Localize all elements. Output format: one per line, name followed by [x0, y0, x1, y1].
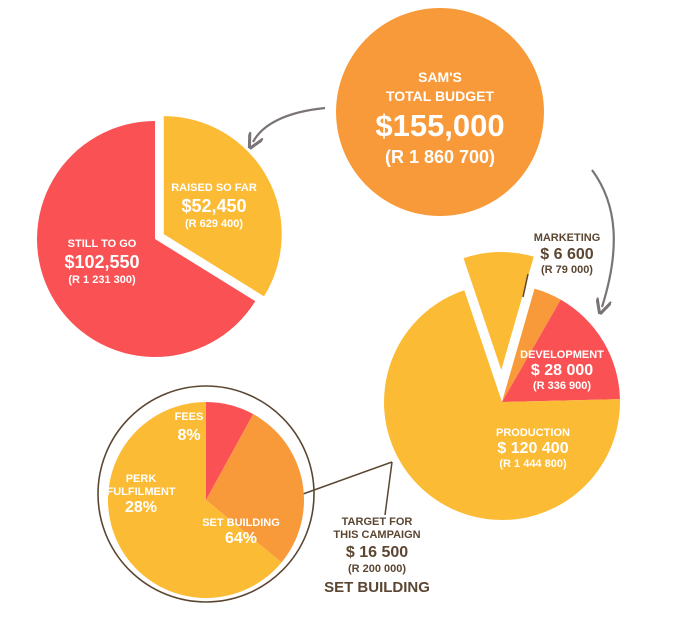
- production-zar: (R 1 444 800): [499, 458, 567, 470]
- set-building-pct: 64%: [225, 530, 257, 547]
- target-slice: [463, 252, 534, 371]
- fees-label: FEES: [175, 411, 204, 423]
- target-line2: THIS CAMPAIGN: [333, 529, 420, 541]
- total-budget-zar: (R 1 860 700): [385, 147, 495, 167]
- set-building-slice: [108, 402, 282, 598]
- production-label: PRODUCTION: [496, 427, 570, 439]
- marketing-slice: [502, 288, 561, 402]
- marketing-leader-line: [522, 273, 529, 298]
- target-line1: TARGET FOR: [342, 516, 413, 528]
- set-building-label: SET BUILDING: [202, 517, 280, 529]
- still-to-go-zar: (R 1 231 300): [68, 274, 136, 286]
- arrow-to-raised-pie: [253, 106, 326, 142]
- set-building-pie: [108, 402, 305, 598]
- arrow-to-budget-pie: [591, 169, 615, 307]
- marketing-zar: (R 79 000): [541, 264, 593, 276]
- raised-usd: $52,450: [181, 196, 246, 216]
- perk-label-1: PERK: [126, 473, 157, 485]
- raised-zar: (R 629 400): [185, 218, 243, 230]
- marketing-usd: $ 6 600: [540, 246, 593, 263]
- raised-slice: [163, 116, 282, 297]
- total-budget-line1: SAM'S: [418, 69, 462, 85]
- fees-slice: [206, 402, 254, 500]
- total-budget-circle: [336, 8, 544, 216]
- still-to-go-slice: [37, 121, 256, 357]
- perk-pct: 28%: [125, 499, 157, 516]
- target-caption: SET BUILDING: [324, 579, 430, 596]
- perk-label-2: FULFILMENT: [106, 486, 175, 498]
- set-building-ring: [97, 385, 315, 603]
- total-budget-line2: TOTAL BUDGET: [386, 88, 495, 104]
- production-usd: $ 120 400: [497, 440, 568, 457]
- raised-label: RAISED SO FAR: [171, 182, 257, 194]
- raised-pie: [37, 116, 282, 357]
- development-label: DEVELOPMENT: [520, 349, 604, 361]
- target-leader-line-2: [384, 461, 393, 516]
- production-slice: [384, 290, 621, 521]
- target-usd: $ 16 500: [346, 544, 408, 561]
- development-zar: (R 336 900): [533, 380, 591, 392]
- marketing-label: MARKETING: [534, 232, 601, 244]
- still-to-go-label: STILL TO GO: [68, 238, 137, 250]
- still-to-go-usd: $102,550: [64, 252, 139, 272]
- total-budget-usd: $155,000: [375, 108, 504, 143]
- perk-fulfilment-slice: [206, 414, 305, 563]
- budget-breakdown-pie: [384, 252, 621, 521]
- development-slice: [502, 299, 620, 402]
- development-usd: $ 28 000: [531, 362, 593, 379]
- fees-pct: 8%: [177, 427, 200, 444]
- target-leader-line: [302, 461, 393, 495]
- target-zar: (R 200 000): [348, 563, 406, 575]
